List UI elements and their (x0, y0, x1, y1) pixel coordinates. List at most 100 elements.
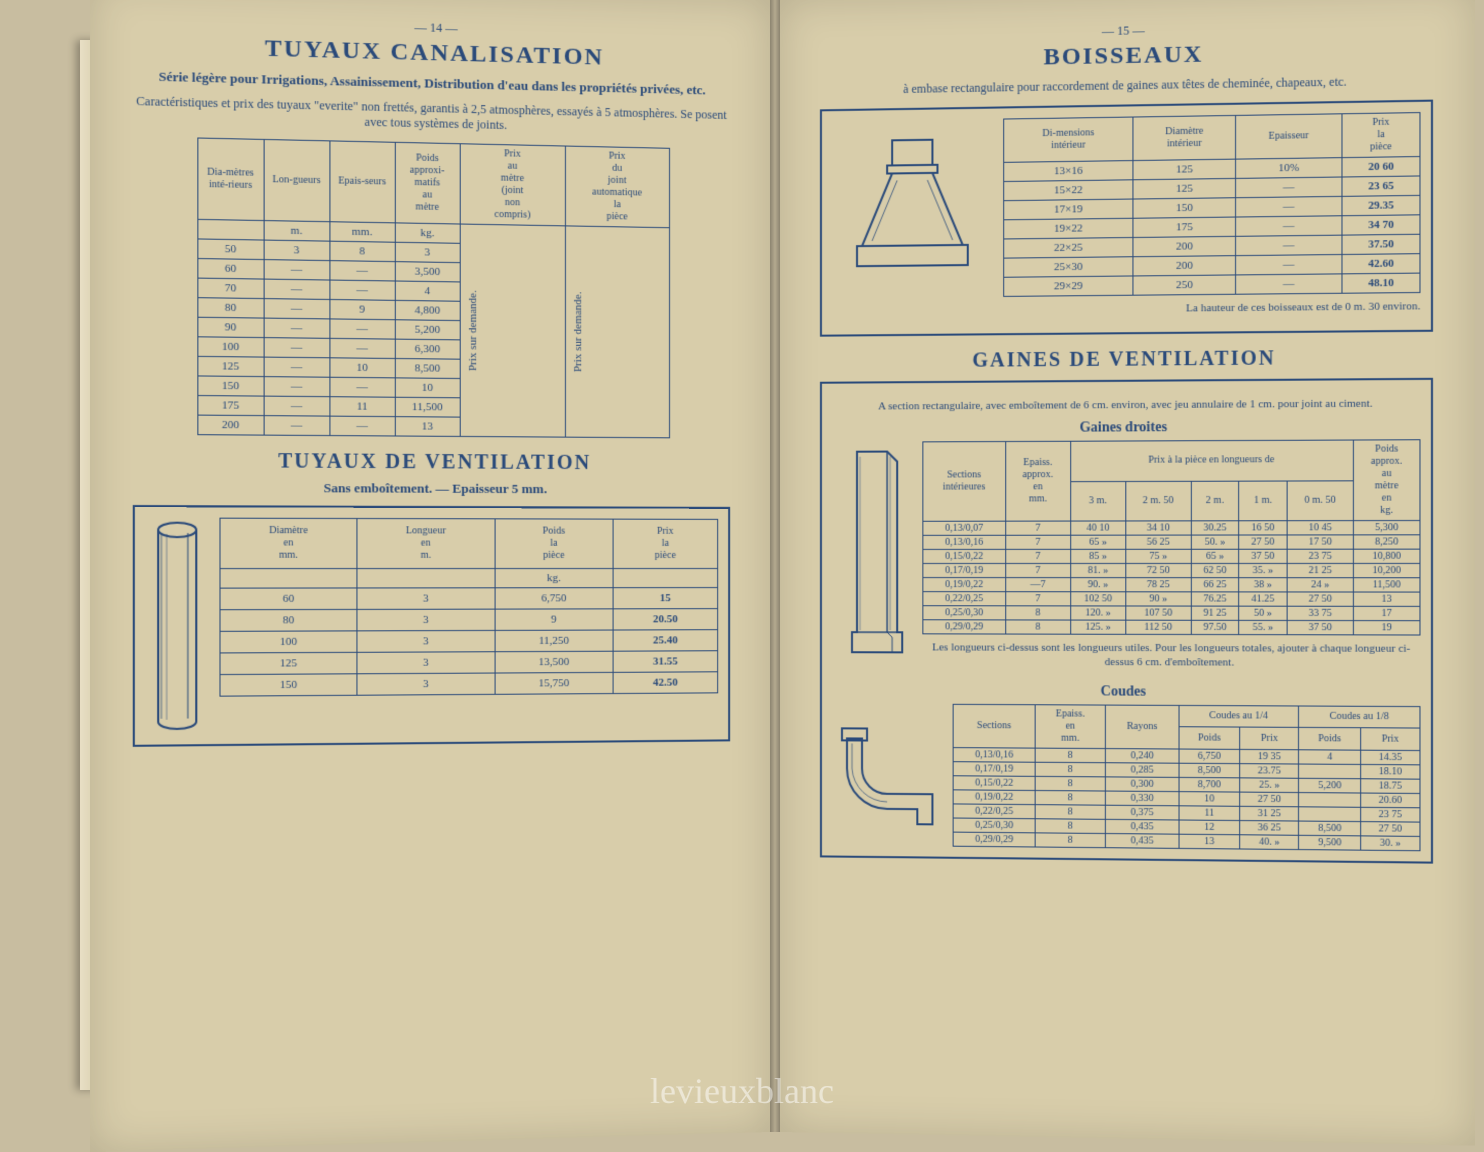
heading-ventilation: TUYAUX DE VENTILATION (133, 449, 730, 476)
table-cell: 3 (356, 609, 494, 631)
table-cell: — (1236, 177, 1342, 198)
table-cell: 30.25 (1191, 521, 1239, 535)
table-cell: 17 (1353, 606, 1420, 620)
table-cell: 0,240 (1106, 748, 1179, 763)
caption-gaines: A section rectangulaire, avec emboîtemen… (832, 396, 1421, 414)
table-cell: 48.10 (1342, 273, 1420, 293)
table-cell: 8,500 (1179, 763, 1240, 778)
col-header: Prixaumètre(jointnoncompris) (460, 144, 565, 226)
table-cell: 0,22/0,25 (953, 804, 1035, 819)
table-cell: 0,29/0,29 (953, 832, 1035, 847)
table-cell: 4 (1299, 750, 1361, 765)
table-cell: 11,250 (495, 630, 613, 652)
table-cell: 112 50 (1125, 620, 1191, 634)
table-cell: 90 (197, 317, 263, 337)
table-cell: 50 (197, 239, 263, 260)
table-cell: — (329, 280, 394, 300)
table-cell (1299, 807, 1361, 822)
table-cell: 102 50 (1070, 592, 1125, 606)
table-cell: 85 » (1070, 549, 1125, 563)
table-cell: 11,500 (395, 397, 460, 417)
table-cell: 23 75 (1287, 549, 1353, 563)
table-cell: 30. » (1361, 836, 1420, 851)
col-header: Dia-mètresinté-rieurs (197, 138, 263, 221)
table-cell: 3,500 (395, 262, 460, 282)
table-cell: 8 (1005, 606, 1070, 620)
table-cell: 4,800 (395, 300, 460, 320)
table-cell: 0,435 (1106, 833, 1179, 848)
table-cell: 0,29/0,29 (923, 620, 1006, 634)
box-boisseaux: Di-mensionsintérieurDiamètreintérieurEpa… (820, 99, 1433, 336)
table-cell: — (1236, 196, 1342, 217)
table-cell: 27 50 (1240, 792, 1299, 807)
table-cell: 11,500 (1353, 578, 1420, 592)
table-cell: 11 (1179, 806, 1240, 821)
table-cell: — (264, 396, 330, 416)
heading-gaines: GAINES DE VENTILATION (820, 346, 1433, 374)
table-cell: 25×30 (1004, 256, 1134, 277)
table-cell: 150 (197, 376, 263, 396)
table-cell: 12 (1179, 820, 1240, 835)
table-cell: 107 50 (1125, 606, 1191, 620)
page-right: — 15 — BOISSEAUX à embase rectangulaire … (780, 0, 1475, 1146)
table-cell: 65 » (1191, 549, 1239, 563)
table-cell: 15 (613, 588, 718, 609)
subtitle-ventilation: Sans emboîtement. — Epaisseur 5 mm. (133, 479, 730, 499)
table-cell: 200 (197, 415, 263, 435)
table-cell: 60 (197, 259, 263, 280)
table-cell: 100 (220, 631, 356, 653)
table-cell: 72 50 (1125, 564, 1191, 578)
table-cell: 5,200 (1299, 778, 1361, 793)
table-cell: — (329, 416, 394, 436)
table-cell: 3 (264, 240, 330, 261)
table-cell: 60 (220, 588, 356, 610)
table-cell: 80 (197, 298, 263, 318)
table-cell: 8 (1035, 833, 1105, 848)
table-cell: 0,25/0,30 (953, 818, 1035, 833)
table-cell: 250 (1133, 275, 1235, 295)
table-cell: 38 » (1239, 578, 1287, 592)
table-cell: 8,250 (1353, 535, 1420, 549)
table-cell: 35. » (1239, 564, 1287, 578)
table-cell: 0,17/0,19 (923, 564, 1006, 578)
table-cell: — (329, 261, 394, 281)
table-cell: 20.50 (613, 609, 718, 630)
table-cell: 20.60 (1361, 793, 1420, 808)
table-cell: 70 (197, 278, 263, 298)
table-cell: — (329, 338, 394, 358)
note-boisseaux: La hauteur de ces boisseaux est de 0 m. … (1003, 299, 1420, 317)
table-cell: 4 (395, 281, 460, 301)
table-cell: 7 (1005, 592, 1070, 606)
table-cell: 34 10 (1125, 521, 1191, 535)
caption-canalisation: Caractéristiques et prix des tuyaux "eve… (133, 94, 730, 140)
table-cell: 8 (1005, 620, 1070, 634)
table-cell: 9 (329, 300, 394, 320)
table-cell: 8 (329, 241, 394, 261)
table-cell: 36 25 (1240, 820, 1299, 835)
table-cell: 3 (356, 588, 494, 610)
table-cell: 31.55 (613, 651, 718, 673)
table-cell: 13 (1353, 592, 1420, 606)
table-cell: 27 50 (1361, 821, 1420, 836)
box-ventilation: Diamètreenmm.Longueurenm.PoidslapiècePri… (133, 505, 730, 747)
table-cell: 27 50 (1239, 535, 1287, 549)
table-cell: 150 (220, 674, 356, 696)
table-cell: 15×22 (1004, 179, 1134, 200)
table-cell: 20 60 (1342, 156, 1420, 176)
table-cell: 55. » (1239, 621, 1287, 635)
table-cell: 0,13/0,16 (953, 747, 1035, 762)
table-cell: — (264, 299, 330, 319)
table-cell: — (264, 357, 330, 377)
table-cell: 120. » (1070, 606, 1125, 620)
table-cell: — (264, 260, 330, 280)
coude-illustration (832, 703, 943, 834)
table-cell: — (264, 318, 330, 338)
table-cell: 76.25 (1191, 592, 1239, 606)
table-cell: 13 (1179, 834, 1240, 849)
note-gaines: Les longueurs ci-dessus sont les longueu… (922, 641, 1420, 672)
table-cell: — (264, 377, 330, 397)
col-header: Poidsapproxi-matifsaumètre (395, 142, 460, 224)
page-left: — 14 — TUYAUX CANALISATION Série légère … (90, 0, 770, 1152)
table-cell: 23.75 (1240, 763, 1299, 778)
table-cell: 3 (356, 652, 494, 674)
